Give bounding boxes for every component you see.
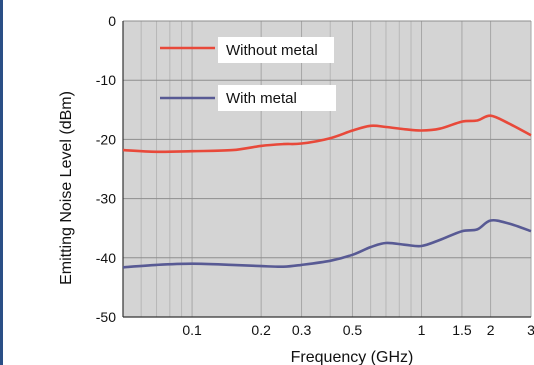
y-tick-label: -50 [96, 309, 116, 325]
series-lines [122, 114, 532, 269]
grid-lines [122, 20, 532, 318]
y-tick-label: -10 [96, 72, 116, 88]
x-tick-label: 3 [527, 322, 534, 338]
series-line [122, 114, 532, 154]
x-tick-label: 0.1 [182, 322, 202, 338]
tick-labels: 0 -10 -20 -30 -40 -50 0.1 0.2 0.3 0.5 1 1.5 2 3 [96, 13, 534, 338]
x-tick-label: 1 [418, 322, 426, 338]
y-tick-label: -30 [96, 191, 116, 207]
y-tick-label: -40 [96, 250, 116, 266]
x-tick-label: 0.2 [251, 322, 271, 338]
series-line [122, 218, 532, 269]
y-tick-label: -20 [96, 131, 116, 147]
x-tick-label: 0.5 [343, 322, 363, 338]
x-tick-label: 0.3 [292, 322, 312, 338]
legend-entry-label: Without metal [226, 42, 318, 59]
plot-area [123, 21, 531, 317]
left-edge-bar [0, 0, 3, 365]
x-tick-label: 2 [487, 322, 495, 338]
legend-label-box [218, 37, 334, 63]
legend-entry-label: With metal [226, 90, 297, 107]
y-axis-label: Emitting Noise Level (dBm) [58, 91, 75, 285]
legend-label-box [218, 85, 336, 111]
y-tick-label: 0 [108, 13, 116, 29]
legend: Without metal With metal [160, 37, 336, 111]
x-tick-label: 1.5 [452, 322, 472, 338]
x-axis-label: Frequency (GHz) [291, 349, 414, 365]
